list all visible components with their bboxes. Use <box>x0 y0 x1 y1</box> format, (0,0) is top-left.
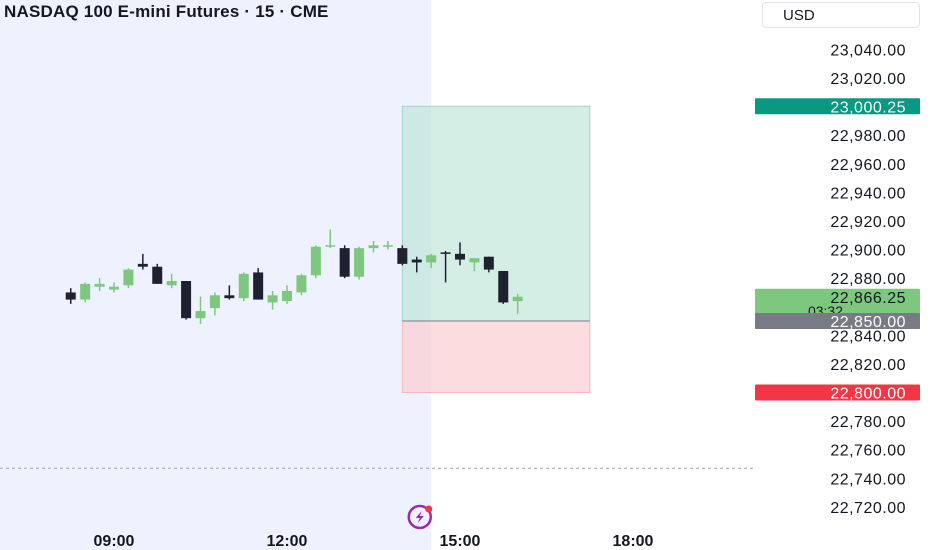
y-tick-label: 22,980.00 <box>830 128 906 145</box>
y-tick-label: 22,940.00 <box>830 185 906 202</box>
currency-button[interactable]: USD <box>762 2 920 28</box>
entry-price-label: 22,850.00 <box>830 314 906 331</box>
position-tool[interactable] <box>401 105 591 394</box>
y-tick-label: 22,740.00 <box>830 471 906 488</box>
x-tick-label: 15:00 <box>440 533 481 550</box>
candle-body <box>455 253 465 260</box>
y-tick-label: 22,900.00 <box>830 243 906 260</box>
candle-body <box>238 273 249 299</box>
candle-body <box>109 286 119 290</box>
price-labels: 23,000.2522,800.0022,850.0022,866.2503:3… <box>755 98 920 403</box>
y-tick-label: 22,920.00 <box>830 214 906 231</box>
candle-body <box>354 248 365 277</box>
candle-body <box>224 295 235 299</box>
candles <box>65 229 523 324</box>
current-price-label-bg <box>755 288 920 318</box>
candle-body <box>483 256 494 270</box>
entry-price-label-bg <box>755 313 920 330</box>
candle-body <box>339 248 350 277</box>
stop-price-label: 22,800.00 <box>830 386 906 403</box>
y-tick-label: 22,720.00 <box>830 500 906 517</box>
x-tick-label: 12:00 <box>267 533 308 550</box>
signal-icon-bolt[interactable] <box>415 511 424 523</box>
profit-zone[interactable] <box>401 105 591 322</box>
candle-body <box>65 292 76 300</box>
candle-body <box>166 281 177 286</box>
x-tick-label: 18:00 <box>613 533 654 550</box>
target-price-label: 23,000.25 <box>830 99 906 116</box>
candle-body <box>80 283 91 300</box>
price-axis[interactable]: 23,040.00 23,020.00 22,980.00 22,960.00 22,9… <box>830 42 906 516</box>
x-tick-label: 09:00 <box>94 533 135 550</box>
y-tick-label: 22,820.00 <box>830 357 906 374</box>
y-tick-label: 22,760.00 <box>830 443 906 460</box>
y-tick-label: 23,020.00 <box>830 71 906 88</box>
stop-price-label-bg <box>755 384 920 401</box>
candle-body <box>368 245 379 249</box>
session-shading <box>0 0 432 550</box>
y-tick-label: 23,040.00 <box>830 42 906 59</box>
target-price-label-bg <box>755 98 920 115</box>
candle-body <box>123 269 134 286</box>
time-axis[interactable]: 09:00 12:00 15:00 18:00 <box>94 533 654 550</box>
candle-body <box>152 266 163 284</box>
candle-body <box>469 258 480 263</box>
candle-body <box>397 248 408 264</box>
candle-body <box>195 311 206 319</box>
candle-body <box>512 296 523 302</box>
y-tick-label: 22,960.00 <box>830 157 906 174</box>
candle-body <box>282 291 292 302</box>
current-price-label: 22,866.25 <box>830 290 906 307</box>
y-tick-label: 22,780.00 <box>830 414 906 431</box>
loss-zone[interactable] <box>401 320 591 394</box>
signal-icon-dot <box>425 505 433 513</box>
candle-body <box>411 259 422 263</box>
candle-body <box>267 295 278 303</box>
candle-body <box>440 252 451 254</box>
candle-body <box>94 283 105 287</box>
y-tick-label: 22,880.00 <box>830 271 906 288</box>
candle-body <box>325 245 336 247</box>
candle-body <box>296 275 307 293</box>
candle-body <box>137 263 148 267</box>
chart-title: NASDAQ 100 E-mini Futures · 15 · CME <box>4 2 329 21</box>
candle-body <box>498 271 509 303</box>
signal-icon-ring[interactable] <box>407 504 432 530</box>
signal-lightning-icon[interactable] <box>407 504 433 530</box>
candle-body <box>181 281 192 319</box>
candle-body <box>310 246 321 276</box>
candle-body <box>209 295 220 309</box>
candle-body <box>382 245 393 247</box>
candle-body <box>253 272 264 300</box>
y-tick-label: 22,840.00 <box>830 328 906 345</box>
candle-body <box>426 255 437 263</box>
